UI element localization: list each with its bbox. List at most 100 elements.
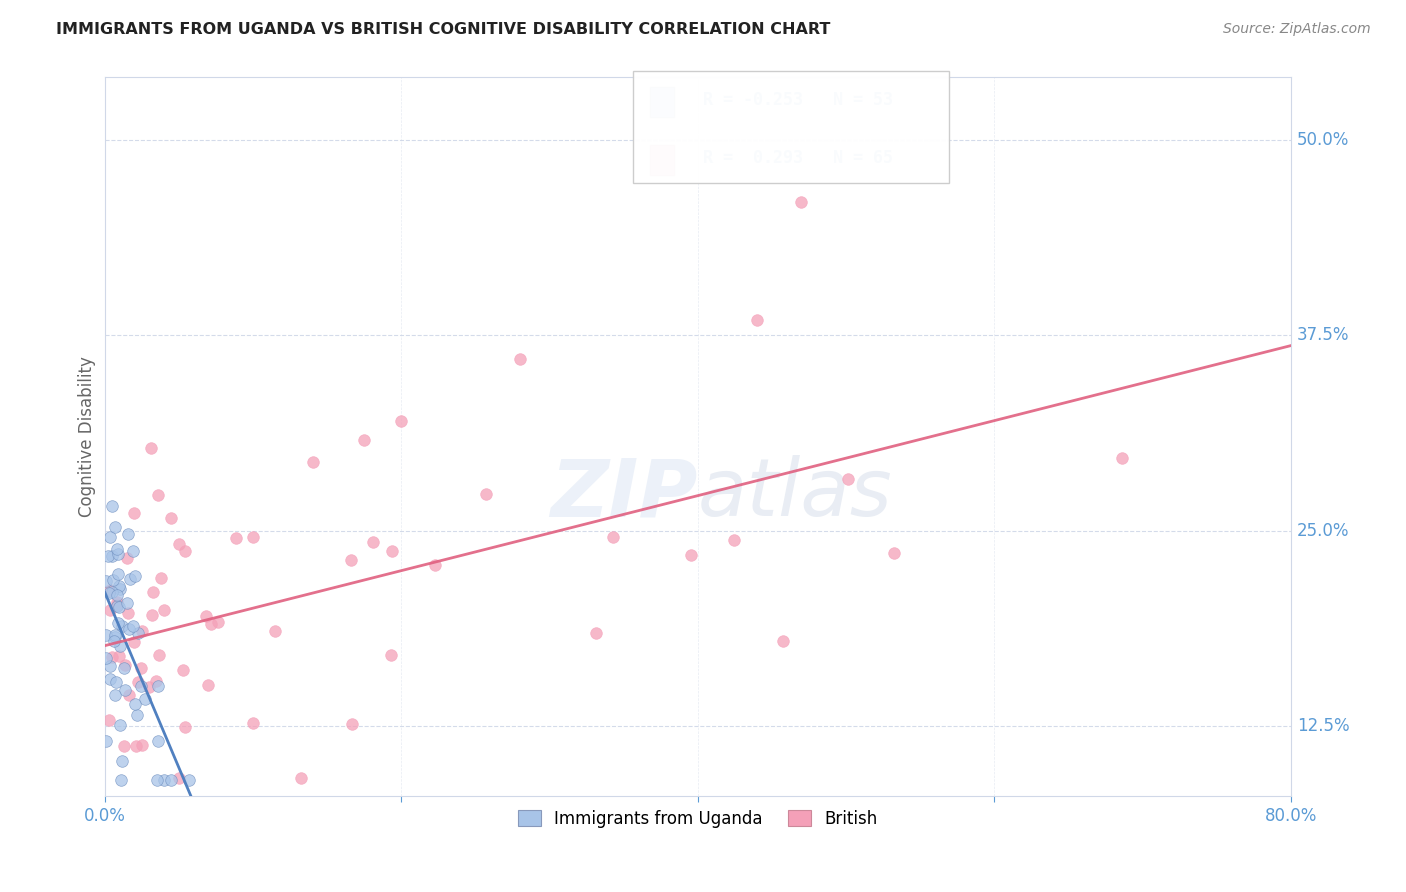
Point [145,674,167,689]
Point [112,739,135,754]
Point [340,717,363,731]
Point [160,511,183,525]
Point [167,537,190,551]
Text: atlas: atlas [697,455,893,533]
Text: 37.5%: 37.5% [1296,326,1350,344]
Point [127,675,149,690]
Point [108,579,131,593]
Point [148,488,170,502]
Point [104,630,127,644]
Point [353,433,375,447]
Point [745,312,768,326]
Point [264,624,287,639]
Point [117,607,139,621]
Point [141,607,163,622]
Point [122,506,145,520]
Point [124,568,146,582]
Point [153,603,176,617]
Point [772,634,794,648]
Point [509,351,531,366]
Point [1111,450,1133,465]
Point [108,648,131,663]
Point [141,441,163,455]
Legend: Immigrants from Uganda, British: Immigrants from Uganda, British [510,803,884,835]
Point [111,754,134,768]
Point [107,548,129,562]
Point [138,680,160,694]
Point [194,609,217,624]
Point [602,530,624,544]
Y-axis label: Cognitive Disability: Cognitive Disability [79,356,96,517]
Point [107,599,129,614]
Point [173,720,195,734]
Point [122,544,145,558]
Point [112,660,135,674]
Point [105,599,128,613]
Point [425,558,447,573]
Point [107,615,129,630]
Point [389,414,412,428]
Point [200,616,222,631]
Point [100,603,122,617]
Point [883,546,905,560]
Point [118,622,141,636]
Point [101,499,124,513]
Point [131,661,153,675]
Point [118,688,141,702]
Text: R = -0.253   N = 53: R = -0.253 N = 53 [703,91,893,109]
Point [98,659,121,673]
Point [837,472,859,486]
Point [242,716,264,731]
Point [134,691,156,706]
Point [96,574,118,589]
Point [110,842,132,856]
Text: ZIP: ZIP [550,455,697,533]
Point [173,544,195,558]
Point [107,566,129,581]
Point [94,627,117,641]
Point [97,713,120,727]
Point [146,679,169,693]
Point [179,773,201,788]
Point [105,675,128,690]
Point [114,682,136,697]
Point [124,697,146,711]
Point [475,487,498,501]
Point [127,707,149,722]
Point [146,773,169,788]
Point [104,688,127,702]
Point [146,734,169,748]
Point [124,634,146,648]
Point [100,672,122,686]
Text: IMMIGRANTS FROM UGANDA VS BRITISH COGNITIVE DISABILITY CORRELATION CHART: IMMIGRANTS FROM UGANDA VS BRITISH COGNIT… [56,22,831,37]
Point [142,584,165,599]
Point [679,548,702,562]
Point [103,633,125,648]
Text: 50.0%: 50.0% [1296,131,1348,149]
Point [104,519,127,533]
Point [117,527,139,541]
Point [302,455,325,469]
Point [380,648,402,662]
Point [98,530,121,544]
Point [121,619,143,633]
Point [723,533,745,547]
Point [114,657,136,672]
Point [104,628,127,642]
Point [118,572,141,586]
Point [105,541,128,556]
Text: 25.0%: 25.0% [1296,522,1350,540]
Point [381,543,404,558]
Point [108,717,131,731]
Point [131,738,153,752]
Point [290,771,312,785]
Point [790,195,813,210]
Point [105,595,128,609]
Point [131,624,153,639]
Point [115,596,138,610]
Point [148,648,170,663]
Point [129,680,152,694]
Point [153,773,176,788]
Point [242,530,264,544]
Point [111,619,134,633]
